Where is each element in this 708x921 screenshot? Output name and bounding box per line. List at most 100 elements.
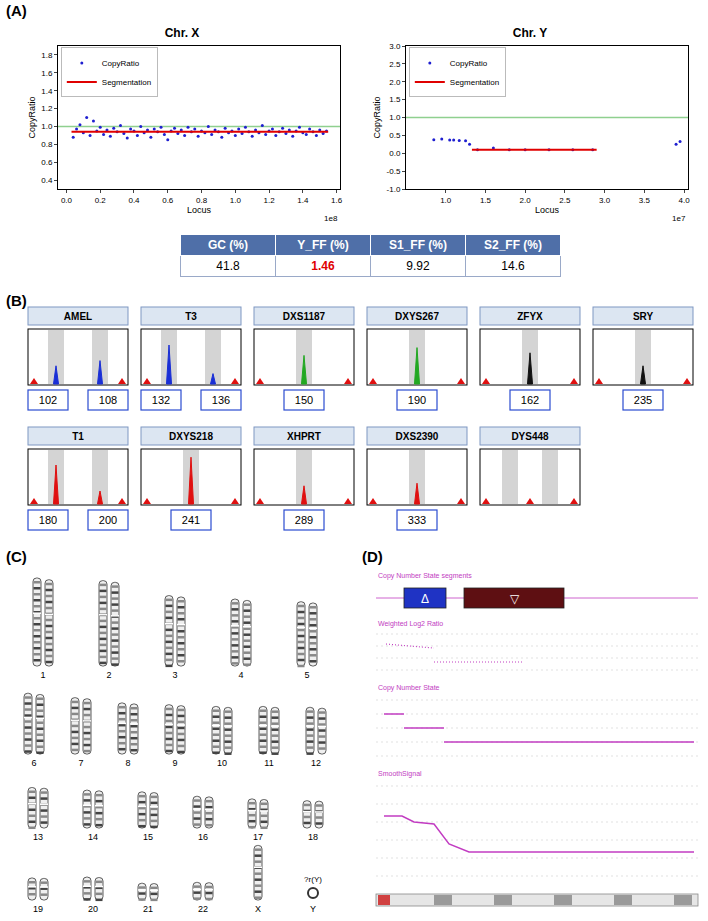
- svg-text:Copy Number State segments: Copy Number State segments: [378, 572, 472, 580]
- svg-text:DYS448: DYS448: [511, 431, 549, 442]
- svg-text:19: 19: [33, 904, 43, 914]
- svg-text:14: 14: [88, 832, 98, 842]
- svg-text:Chr. Y: Chr. Y: [513, 26, 547, 40]
- svg-text:136: 136: [212, 394, 230, 406]
- svg-text:1.5: 1.5: [389, 95, 401, 104]
- svg-text:0.0: 0.0: [61, 196, 73, 205]
- svg-text:13: 13: [33, 832, 43, 842]
- svg-text:8: 8: [125, 758, 130, 768]
- svg-text:5: 5: [304, 670, 309, 680]
- svg-text:2.5: 2.5: [559, 196, 571, 205]
- svg-text:1e7: 1e7: [672, 214, 686, 223]
- svg-text:AMEL: AMEL: [64, 311, 92, 322]
- svg-text:3.0: 3.0: [599, 196, 611, 205]
- svg-text:10: 10: [217, 758, 227, 768]
- svg-text:3.0: 3.0: [389, 42, 401, 51]
- svg-text:-0.5: -0.5: [387, 167, 401, 176]
- svg-text:20: 20: [88, 904, 98, 914]
- svg-text:DXS1187: DXS1187: [283, 311, 326, 322]
- svg-text:1.2: 1.2: [41, 104, 53, 113]
- svg-text:4.0: 4.0: [678, 196, 690, 205]
- svg-text:Locus: Locus: [535, 205, 560, 215]
- svg-text:1.0: 1.0: [230, 196, 242, 205]
- svg-text:1.2: 1.2: [264, 196, 276, 205]
- svg-text:0.4: 0.4: [41, 176, 53, 185]
- svg-text:16: 16: [198, 832, 208, 842]
- svg-text:Y: Y: [310, 904, 316, 914]
- svg-text:21: 21: [143, 904, 153, 914]
- svg-text:162: 162: [521, 394, 539, 406]
- svg-text:T3: T3: [185, 311, 197, 322]
- svg-text:1e8: 1e8: [324, 214, 338, 223]
- svg-text:DXS2390: DXS2390: [396, 431, 439, 442]
- svg-text:2.0: 2.0: [520, 196, 532, 205]
- svg-text:XHPRT: XHPRT: [287, 431, 321, 442]
- svg-text:132: 132: [152, 394, 170, 406]
- svg-text:150: 150: [295, 394, 313, 406]
- svg-text:SRY: SRY: [633, 311, 654, 322]
- svg-text:Locus: Locus: [187, 205, 212, 215]
- svg-text:18: 18: [308, 832, 318, 842]
- svg-text:0.4: 0.4: [128, 196, 140, 205]
- svg-text:DXYS218: DXYS218: [169, 431, 213, 442]
- svg-text:4: 4: [238, 670, 243, 680]
- svg-text:CopyRatio: CopyRatio: [372, 96, 382, 138]
- svg-text:0.6: 0.6: [162, 196, 174, 205]
- svg-text:T1: T1: [72, 431, 84, 442]
- svg-text:▽: ▽: [510, 592, 520, 606]
- svg-text:241: 241: [182, 514, 200, 526]
- svg-text:Δ: Δ: [421, 592, 429, 606]
- svg-text:1.0: 1.0: [440, 196, 452, 205]
- svg-text:Segmentation: Segmentation: [102, 78, 151, 87]
- svg-text:6: 6: [31, 758, 36, 768]
- svg-text:1.6: 1.6: [331, 196, 343, 205]
- svg-text:102: 102: [39, 394, 57, 406]
- svg-text:17: 17: [253, 832, 263, 842]
- svg-text:Segmentation: Segmentation: [450, 78, 499, 87]
- svg-text:7: 7: [78, 758, 83, 768]
- svg-text:ZFYX: ZFYX: [517, 311, 543, 322]
- svg-text:CopyRatio: CopyRatio: [27, 96, 37, 138]
- svg-text:3.5: 3.5: [639, 196, 651, 205]
- svg-text:0.8: 0.8: [41, 140, 53, 149]
- svg-text:235: 235: [634, 394, 652, 406]
- svg-text:1.4: 1.4: [297, 196, 309, 205]
- svg-text:1.0: 1.0: [389, 113, 401, 122]
- svg-text:11: 11: [264, 758, 273, 768]
- svg-text:-1.0: -1.0: [387, 185, 401, 194]
- svg-text:0.5: 0.5: [389, 131, 401, 140]
- svg-text:Chr. X: Chr. X: [165, 26, 200, 40]
- svg-text:108: 108: [99, 394, 117, 406]
- svg-text:0.6: 0.6: [41, 158, 53, 167]
- svg-text:1.0: 1.0: [41, 122, 53, 131]
- svg-text:?r(Y): ?r(Y): [304, 875, 322, 884]
- svg-text:2: 2: [106, 670, 111, 680]
- svg-text:3: 3: [172, 670, 177, 680]
- svg-text:180: 180: [39, 514, 57, 526]
- svg-text:CopyRatio: CopyRatio: [450, 59, 488, 68]
- svg-text:0.8: 0.8: [196, 196, 208, 205]
- svg-text:9: 9: [172, 758, 177, 768]
- svg-text:12: 12: [311, 758, 321, 768]
- svg-text:190: 190: [408, 394, 426, 406]
- svg-text:1.4: 1.4: [41, 86, 53, 95]
- svg-text:200: 200: [99, 514, 117, 526]
- svg-text:CopyRatio: CopyRatio: [102, 59, 140, 68]
- svg-text:1: 1: [40, 670, 45, 680]
- svg-text:22: 22: [198, 904, 208, 914]
- svg-text:333: 333: [408, 514, 426, 526]
- svg-text:2.5: 2.5: [389, 60, 401, 69]
- svg-text:15: 15: [143, 832, 153, 842]
- svg-text:DXYS267: DXYS267: [395, 311, 439, 322]
- svg-text:Copy Number State: Copy Number State: [378, 684, 440, 692]
- svg-text:X: X: [255, 904, 261, 914]
- svg-text:SmoothSignal: SmoothSignal: [378, 770, 422, 778]
- svg-text:289: 289: [295, 514, 313, 526]
- svg-text:0.2: 0.2: [95, 196, 107, 205]
- svg-text:1.5: 1.5: [480, 196, 492, 205]
- svg-text:2.0: 2.0: [389, 78, 401, 87]
- svg-text:1.6: 1.6: [41, 69, 53, 78]
- svg-text:0.0: 0.0: [389, 149, 401, 158]
- svg-text:1.8: 1.8: [41, 51, 53, 60]
- svg-text:Weighted Log2 Ratio: Weighted Log2 Ratio: [378, 620, 443, 628]
